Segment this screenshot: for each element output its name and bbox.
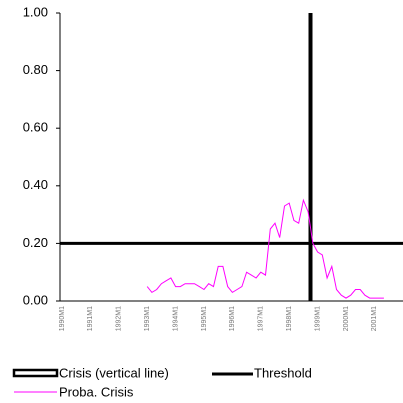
legend-label: Threshold — [254, 365, 312, 380]
x-tick-label: 1996M1 — [229, 306, 236, 331]
legend-label: Proba. Crisis — [59, 384, 134, 399]
y-tick-label: 0.20 — [23, 235, 48, 250]
y-tick-label: 0.40 — [23, 177, 48, 192]
x-tick-label: 1997M1 — [258, 306, 265, 331]
legend-label: Crisis (vertical line) — [59, 365, 169, 380]
legend-crisis-icon — [12, 368, 59, 378]
y-tick-label: 0.80 — [23, 62, 48, 77]
x-tick-label: 1993M1 — [144, 306, 151, 331]
x-tick-label: 1995M1 — [201, 306, 208, 331]
y-tick-label: 0.60 — [23, 120, 48, 135]
x-tick-label: 2000M1 — [343, 306, 350, 331]
y-tick-label: 1.00 — [23, 4, 48, 19]
x-tick-label: 1992M1 — [116, 306, 123, 331]
x-tick-label: 1998M1 — [286, 306, 293, 331]
x-tick-label: 2001M1 — [371, 306, 378, 331]
x-tick-label: 1991M1 — [87, 306, 94, 331]
x-tick-label: 1994M1 — [172, 306, 179, 331]
y-tick-label: 0.00 — [23, 292, 48, 307]
x-tick-label: 1990M1 — [59, 306, 66, 331]
series-line — [146, 198, 384, 299]
x-tick-label: 1999M1 — [314, 306, 321, 331]
